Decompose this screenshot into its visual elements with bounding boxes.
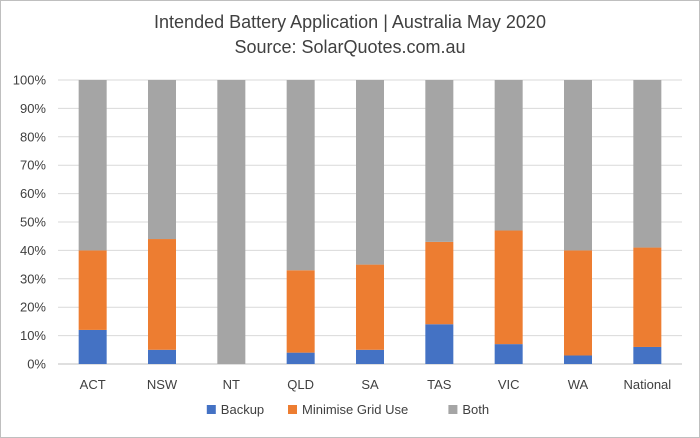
bar-segment [633, 80, 662, 248]
bar-segment [633, 247, 662, 347]
bar-segment [425, 324, 454, 364]
legend-swatch [448, 405, 458, 414]
bar-segment [356, 349, 384, 364]
bar-segment [286, 352, 315, 364]
x-tick-label: TAS [427, 377, 452, 392]
x-tick-label: National [623, 377, 671, 392]
y-tick-label: 50% [20, 215, 46, 230]
bars [78, 80, 662, 364]
legend-label: Backup [221, 402, 264, 417]
y-tick-label: 20% [20, 300, 46, 315]
x-tick-label: SA [361, 377, 379, 392]
bar-segment [494, 344, 523, 364]
y-tick-label: 60% [20, 186, 46, 201]
bar-segment [356, 264, 384, 350]
legend: Backup Minimise Grid Use Both [206, 402, 489, 417]
bar-segment [148, 80, 176, 240]
y-tick-label: 90% [20, 101, 46, 116]
bar-segment [494, 230, 523, 345]
y-axis: 0% 10% 20% 30% 40% 50% 60% 70% 80% 90% 100% [13, 73, 47, 372]
y-tick-label: 80% [20, 129, 46, 144]
legend-label: Both [462, 402, 489, 417]
legend-label: Minimise Grid Use [302, 402, 408, 417]
y-tick-label: 100% [13, 73, 47, 88]
bar-segment [217, 80, 246, 364]
bar-segment [148, 239, 176, 350]
bar-segment [356, 80, 384, 265]
y-tick-label: 70% [20, 158, 46, 173]
x-tick-label: QLD [287, 377, 314, 392]
bar-segment [78, 329, 107, 364]
bar-segment [286, 270, 315, 353]
x-tick-label: NSW [147, 377, 178, 392]
bar-segment [564, 80, 592, 251]
chart-title: Intended Battery Application | Australia… [154, 12, 546, 32]
bar-segment [564, 355, 592, 364]
bar-segment [286, 80, 315, 271]
y-tick-label: 30% [20, 271, 46, 286]
legend-swatch [206, 405, 216, 414]
bar-segment [425, 241, 454, 325]
y-tick-label: 10% [20, 328, 46, 343]
x-tick-label: WA [568, 377, 589, 392]
bar-segment [564, 250, 592, 356]
x-axis: ACT NSW NT QLD SA TAS VIC WA National [80, 377, 672, 392]
bar-segment [148, 349, 176, 364]
bar-segment [633, 346, 662, 364]
bar-segment [78, 80, 107, 251]
bar-segment [494, 80, 523, 231]
y-tick-label: 40% [20, 243, 46, 258]
x-tick-label: VIC [498, 377, 520, 392]
bar-segment [78, 250, 107, 330]
chart-subtitle: Source: SolarQuotes.com.au [234, 37, 465, 57]
x-tick-label: NT [223, 377, 240, 392]
bar-segment [425, 80, 454, 242]
y-tick-label: 0% [27, 357, 46, 372]
legend-swatch [288, 405, 297, 414]
x-tick-label: ACT [80, 377, 106, 392]
